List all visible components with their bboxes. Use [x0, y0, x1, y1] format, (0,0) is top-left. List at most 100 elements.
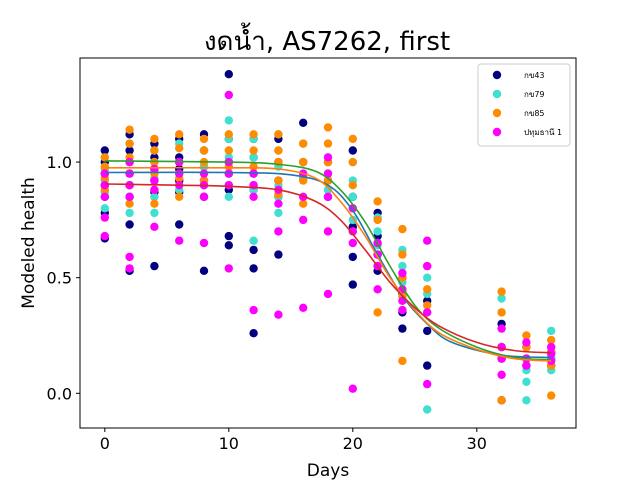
data-point — [199, 192, 209, 201]
data-point — [398, 356, 407, 366]
data-point — [199, 146, 209, 155]
data-point — [249, 329, 258, 338]
data-point — [497, 370, 506, 379]
data-point — [373, 285, 382, 294]
legend-marker — [492, 70, 502, 80]
data-point — [274, 310, 283, 319]
fit-line-2 — [104, 166, 552, 362]
data-point — [348, 181, 357, 190]
data-point — [348, 146, 357, 155]
data-point — [125, 264, 134, 273]
x-tick-label: 0 — [100, 434, 110, 453]
data-point — [522, 331, 531, 340]
data-point — [398, 250, 407, 259]
data-point — [522, 396, 531, 405]
data-point — [175, 144, 184, 153]
data-point — [150, 134, 159, 144]
data-point — [150, 176, 159, 185]
data-point — [348, 384, 357, 393]
data-point — [299, 176, 308, 185]
data-point — [249, 192, 258, 201]
data-point — [398, 305, 407, 315]
data-point — [348, 227, 357, 236]
data-point — [224, 90, 233, 100]
data-point — [497, 294, 506, 303]
data-point — [423, 273, 432, 282]
data-point — [497, 308, 506, 317]
data-point — [125, 252, 134, 262]
data-point — [323, 227, 333, 236]
data-point — [125, 157, 134, 167]
data-point — [299, 215, 308, 225]
legend-label: ปทุมธานี 1 — [524, 128, 562, 137]
data-point — [150, 192, 159, 201]
data-point — [373, 197, 382, 206]
data-point — [423, 308, 432, 317]
data-point — [547, 342, 556, 352]
data-point — [423, 285, 432, 294]
data-point — [175, 130, 184, 139]
data-point — [175, 236, 184, 245]
data-point — [547, 335, 556, 345]
y-tick-label: 0.0 — [47, 384, 72, 403]
data-point — [423, 326, 432, 336]
data-point — [224, 116, 233, 125]
data-point — [150, 146, 159, 155]
data-point — [497, 342, 506, 352]
data-point — [348, 192, 357, 201]
data-point — [274, 130, 283, 139]
y-tick-label: 1.0 — [47, 153, 72, 172]
data-point — [199, 134, 209, 144]
data-point — [323, 123, 333, 132]
data-point — [224, 146, 233, 155]
data-point — [323, 289, 333, 299]
data-point — [323, 169, 333, 178]
data-point — [323, 192, 333, 201]
plot-frame — [79, 57, 577, 429]
x-tick-label: 20 — [343, 434, 363, 453]
data-point — [274, 146, 283, 155]
data-point — [199, 266, 209, 275]
data-point — [224, 169, 233, 178]
data-point — [373, 215, 382, 225]
data-point — [299, 157, 308, 167]
data-point — [199, 169, 209, 178]
data-point — [125, 146, 134, 155]
data-point — [423, 301, 432, 310]
data-point — [547, 349, 556, 359]
x-tick-label: 10 — [219, 434, 239, 453]
data-point — [299, 199, 308, 208]
data-point — [175, 220, 184, 229]
legend: กข43 กข79 กข85 ปทุมธานี 1 — [477, 63, 571, 147]
data-point — [150, 208, 159, 218]
data-point — [224, 130, 233, 139]
data-point — [497, 324, 506, 333]
data-point — [373, 308, 382, 317]
data-point — [199, 238, 209, 248]
data-point — [224, 181, 233, 190]
data-point — [274, 199, 283, 208]
data-point — [125, 220, 134, 229]
data-point — [125, 192, 134, 201]
data-point — [224, 231, 233, 241]
data-point — [100, 231, 110, 241]
data-point — [398, 268, 407, 278]
data-point — [398, 261, 407, 271]
data-point — [100, 192, 110, 201]
data-point — [323, 139, 333, 148]
legend-label: กข43 — [524, 71, 545, 80]
data-point — [224, 241, 233, 250]
data-point — [547, 326, 556, 336]
data-point — [323, 153, 333, 162]
y-tick-label: 0.5 — [47, 269, 72, 288]
data-point — [100, 162, 110, 171]
x-axis-label: Days — [307, 461, 350, 480]
data-point — [423, 379, 432, 389]
data-point — [249, 264, 258, 273]
legend-label: กข85 — [524, 109, 545, 118]
data-point — [150, 164, 159, 174]
data-point — [299, 303, 308, 312]
data-point — [150, 261, 159, 271]
data-point — [224, 70, 233, 79]
